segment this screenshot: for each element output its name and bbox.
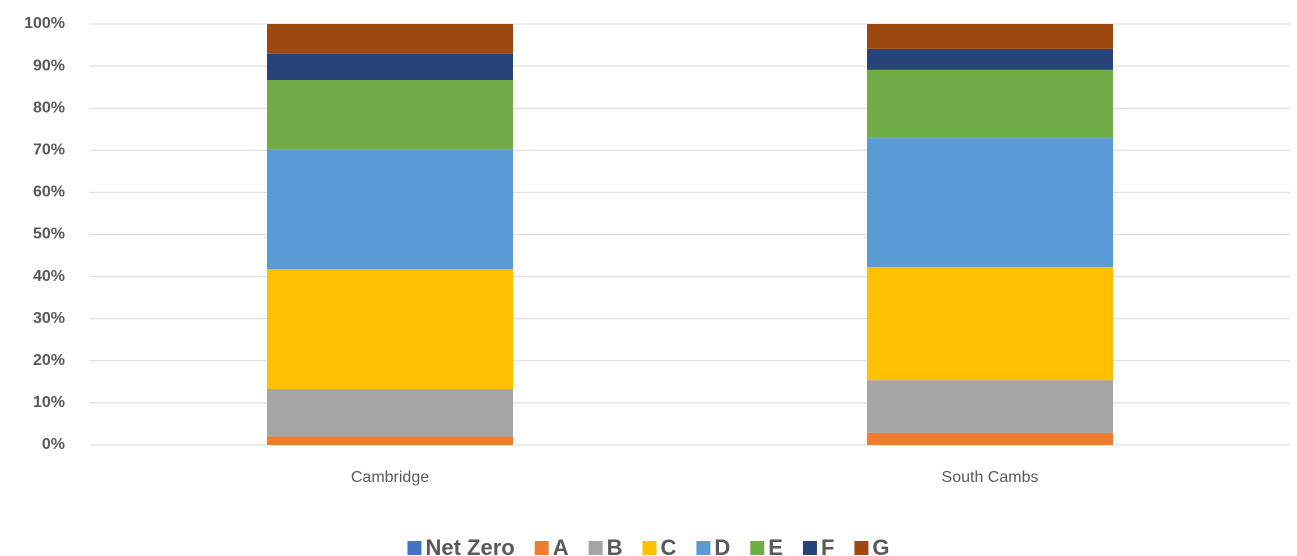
- legend-swatch: [802, 541, 817, 555]
- legend-swatch: [750, 541, 765, 555]
- y-tick-label: 90%: [33, 57, 65, 74]
- y-tick-label: 50%: [33, 226, 65, 243]
- bar-segment: [867, 380, 1113, 433]
- bar-segment: [267, 389, 513, 437]
- legend-label: B: [607, 535, 623, 556]
- legend-swatch: [642, 541, 657, 555]
- legend-label: D: [714, 535, 730, 556]
- bar-segment: [867, 432, 1113, 445]
- legend-swatch: [588, 541, 603, 555]
- x-tick-label: South Cambs: [942, 469, 1039, 486]
- y-tick-label: 70%: [33, 142, 65, 159]
- legend-swatch: [534, 541, 549, 555]
- legend-swatch: [696, 541, 711, 555]
- bar-segment: [267, 436, 513, 445]
- legend-label: F: [821, 535, 834, 556]
- bar-segment: [867, 24, 1113, 49]
- bar-segment: [867, 69, 1113, 139]
- y-tick-label: 60%: [33, 184, 65, 201]
- bar-segment: [267, 79, 513, 150]
- bar-segment: [867, 138, 1113, 267]
- y-tick-label: 40%: [33, 268, 65, 285]
- y-tick-label: 100%: [24, 15, 65, 32]
- bar-segment: [267, 53, 513, 80]
- x-tick-label: Cambridge: [351, 469, 429, 486]
- y-tick-label: 30%: [33, 310, 65, 327]
- y-tick-label: 10%: [33, 394, 65, 411]
- bar-segment: [267, 149, 513, 270]
- y-tick-label: 0%: [42, 436, 65, 453]
- legend-swatch: [407, 541, 422, 555]
- bar-segment: [267, 24, 513, 54]
- legend-label: Net Zero: [425, 535, 514, 556]
- legend-swatch: [854, 541, 869, 555]
- legend-label: E: [768, 535, 783, 556]
- bar-segment: [867, 266, 1113, 381]
- bar-segment: [867, 48, 1113, 70]
- bar-segment: [267, 269, 513, 390]
- y-tick-label: 20%: [33, 352, 65, 369]
- legend-label: G: [872, 535, 889, 556]
- legend-label: A: [553, 535, 569, 556]
- legend-label: C: [660, 535, 676, 556]
- y-tick-label: 80%: [33, 99, 65, 116]
